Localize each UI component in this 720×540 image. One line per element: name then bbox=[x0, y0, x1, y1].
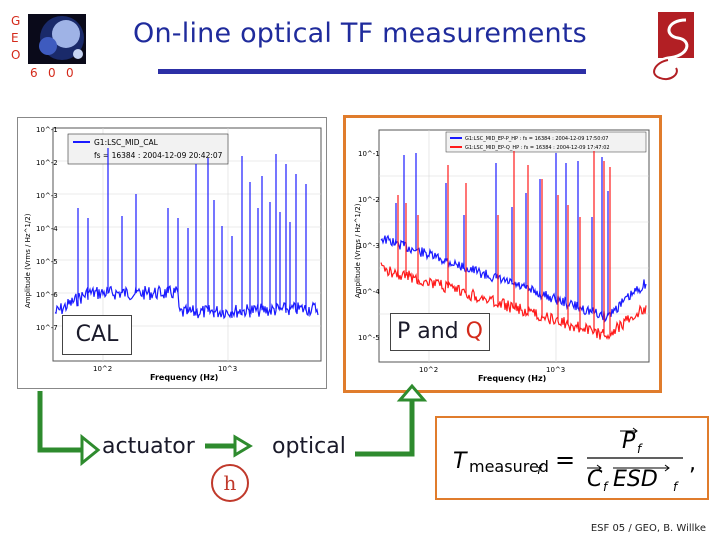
logo-digit-0b: 0 bbox=[66, 66, 74, 80]
title-underline bbox=[158, 69, 586, 74]
right-xtick-1: 10^2 bbox=[419, 366, 438, 374]
left-ytick-6: 10^-6 bbox=[36, 291, 58, 299]
formula-lhs-sub: measured bbox=[469, 457, 549, 476]
arrowhead-3 bbox=[396, 383, 428, 402]
right-legend-line-2: G1:LSC_MID_EP-Q_HP : fs = 16384 : 2004-1… bbox=[465, 145, 610, 151]
arrow-optical-to-pq bbox=[355, 400, 415, 457]
logo-digit-0a: 0 bbox=[48, 66, 56, 80]
pq-label-q: Q bbox=[465, 319, 483, 344]
formula-den-c-sub: f bbox=[603, 480, 609, 494]
formula-lhs-index: f bbox=[537, 463, 543, 477]
formula-numerator: P bbox=[622, 429, 636, 454]
right-ytick-1: 10^-1 bbox=[358, 150, 380, 158]
footer-credit: ESF 05 / GEO, B. Willke bbox=[590, 523, 706, 534]
right-legend-line-1: G1:LSC_MID_EP-P_HP : fs = 16384 : 2004-1… bbox=[465, 136, 608, 142]
left-xtick-2: 10^3 bbox=[218, 365, 237, 373]
arrowhead-1 bbox=[80, 433, 101, 467]
arrow-cal-to-actuator bbox=[37, 391, 82, 453]
right-ytick-4: 10^-4 bbox=[358, 288, 380, 296]
right-xtick-2: 10^3 bbox=[546, 366, 565, 374]
logo-letter-g: G bbox=[11, 14, 21, 28]
geo600-logo: G E O 6 0 0 bbox=[8, 8, 100, 84]
q-trace bbox=[380, 151, 647, 340]
logo-letter-o: O bbox=[11, 48, 21, 62]
left-xtick-1: 10^2 bbox=[93, 365, 112, 373]
left-legend-line-1: G1:LSC_MID_CAL bbox=[94, 138, 159, 147]
logo-digit-6: 6 bbox=[30, 66, 38, 80]
logo-graphic bbox=[28, 14, 86, 64]
left-ytick-1: 10^-1 bbox=[36, 126, 58, 134]
slide-title: On-line optical TF measurements bbox=[133, 18, 587, 49]
pq-label-prefix: P and bbox=[397, 319, 466, 344]
h-circle-label: h bbox=[211, 464, 249, 502]
pq-label: P and Q bbox=[390, 313, 490, 351]
actuator-label: actuator bbox=[102, 434, 195, 459]
logo-letter-e: E bbox=[11, 31, 19, 45]
formula-equals: = bbox=[555, 446, 575, 474]
formula-lhs: T bbox=[453, 449, 468, 474]
formula-den-esd: ESD bbox=[613, 467, 658, 492]
cal-trace bbox=[54, 148, 319, 320]
right-ytick-3: 10^-3 bbox=[358, 242, 380, 250]
formula-svg: T measured f = P f C f ESD f , bbox=[453, 427, 696, 494]
left-ytick-5: 10^-5 bbox=[36, 258, 58, 266]
left-ylabel: Amplitude (Vrms / Hz^1/2) bbox=[24, 213, 32, 308]
left-xlabel: Frequency (Hz) bbox=[150, 373, 218, 382]
formula-den-c: C bbox=[587, 467, 603, 492]
formula-comma: , bbox=[689, 451, 696, 476]
right-ytick-5: 10^-5 bbox=[358, 334, 380, 342]
optical-label: optical bbox=[272, 434, 346, 459]
left-ytick-3: 10^-3 bbox=[36, 192, 58, 200]
left-legend-line-2: fs = 16384 : 2004-12-09 20:42:07 bbox=[94, 151, 223, 160]
formula-numerator-sub: f bbox=[637, 442, 643, 456]
transfer-function-formula: T measured f = P f C f ESD f , bbox=[435, 416, 709, 500]
left-ytick-2: 10^-2 bbox=[36, 159, 58, 167]
cal-label: CAL bbox=[62, 315, 132, 355]
institution-logo bbox=[646, 10, 698, 82]
right-ytick-2: 10^-2 bbox=[358, 196, 380, 204]
cal-spectrum-plot: G1:LSC_MID_CAL fs = 16384 : 2004-12-09 2… bbox=[17, 117, 327, 389]
institution-logo-graphic bbox=[652, 12, 694, 80]
formula-den-esd-sub: f bbox=[673, 480, 679, 494]
arrowhead-2 bbox=[233, 434, 253, 458]
left-ytick-4: 10^-4 bbox=[36, 225, 58, 233]
right-ylabel: Amplitude (Vrms / Hz^1/2) bbox=[354, 203, 362, 298]
left-ytick-7: 10^-7 bbox=[36, 324, 58, 332]
right-xlabel: Frequency (Hz) bbox=[478, 374, 546, 383]
